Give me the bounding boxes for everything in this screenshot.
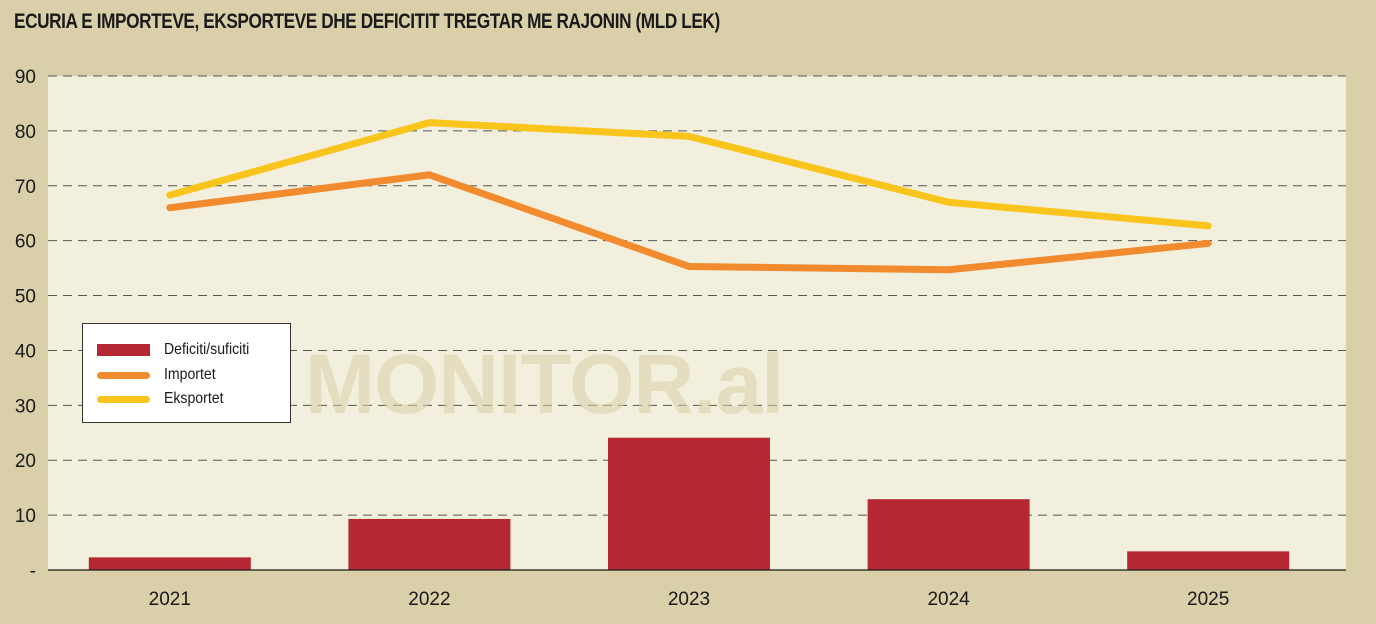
y-tick-label: 30 bbox=[15, 396, 36, 417]
x-tick-label-2025: 2025 bbox=[1187, 589, 1229, 610]
legend-item-imports: Importet bbox=[97, 364, 223, 386]
bar-deficit-2022 bbox=[348, 518, 511, 570]
x-tick-label-2022: 2022 bbox=[408, 589, 450, 610]
legend-swatch-exports bbox=[97, 395, 150, 403]
x-tick-label-2024: 2024 bbox=[927, 589, 970, 610]
chart-title: ECURIA E IMPORTEVE, EKSPORTEVE DHE DEFIC… bbox=[14, 10, 720, 33]
trend-lines bbox=[166, 119, 1212, 274]
y-tick-label: 90 bbox=[15, 67, 36, 88]
bar-deficit-2024 bbox=[867, 499, 1030, 570]
y-axis-ticks: - 10 20 30 40 50 60 70 80 90 bbox=[15, 67, 36, 582]
legend-label-imports: Importet bbox=[164, 366, 216, 383]
chart-legend: Deficiti/suficiti Importet Eksportet bbox=[82, 323, 291, 423]
y-tick-label: 10 bbox=[15, 506, 36, 527]
bar-deficit-2023 bbox=[608, 437, 770, 570]
y-tick-label: 80 bbox=[15, 122, 36, 143]
y-tick-label: - bbox=[30, 561, 36, 582]
x-tick-label-2023: 2023 bbox=[668, 589, 710, 610]
x-axis-ticks: 2021 2022 2023 2024 2025 bbox=[149, 589, 1230, 610]
y-tick-label: 40 bbox=[15, 341, 36, 362]
legend-item-deficit: Deficiti/suficiti bbox=[97, 339, 261, 361]
legend-swatch-imports bbox=[97, 371, 150, 379]
y-tick-label: 20 bbox=[15, 451, 36, 472]
y-tick-label: 60 bbox=[15, 232, 36, 253]
x-tick-label-2021: 2021 bbox=[149, 589, 191, 610]
bar-deficit-2021 bbox=[88, 557, 251, 570]
y-tick-label: 50 bbox=[15, 287, 36, 308]
watermark-text: MONITOR.al bbox=[305, 337, 784, 431]
legend-swatch-deficit bbox=[97, 344, 150, 356]
deficit-bars bbox=[88, 437, 1290, 570]
bar-deficit-2025 bbox=[1127, 551, 1290, 570]
legend-label-exports: Eksportet bbox=[164, 390, 224, 407]
legend-label-deficit: Deficiti/suficiti bbox=[164, 341, 250, 358]
y-tick-label: 70 bbox=[15, 177, 36, 198]
legend-item-exports: Eksportet bbox=[97, 388, 232, 410]
